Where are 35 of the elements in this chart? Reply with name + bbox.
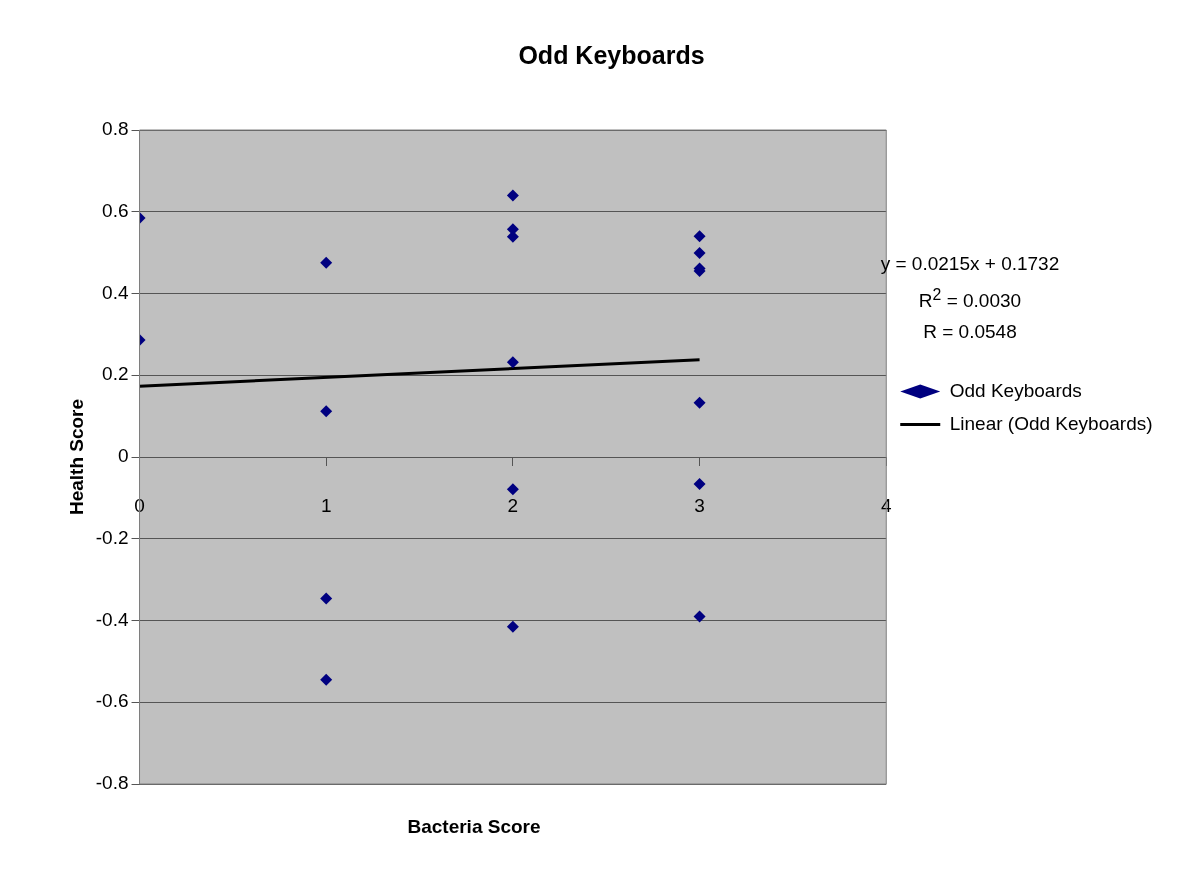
x-tick-label: 2 xyxy=(507,494,519,516)
text: R$^{2}$ = 0.0030 xyxy=(917,285,1023,314)
y-axis-title: Health Score xyxy=(65,398,87,516)
point xyxy=(693,396,706,409)
point xyxy=(693,477,706,490)
text: R = 0.0548 xyxy=(922,320,1018,345)
y-tick-label: -0.4 xyxy=(95,608,129,630)
point xyxy=(320,256,333,269)
y-tick-label: -0.6 xyxy=(95,690,129,712)
y-tick-label: 0.6 xyxy=(102,199,129,221)
point xyxy=(320,405,333,418)
y-tick-label: 0.2 xyxy=(102,363,129,385)
point xyxy=(506,189,519,202)
point xyxy=(320,673,333,686)
x-tick-label: 0 xyxy=(134,494,145,516)
x-tick-label: 4 xyxy=(880,494,892,516)
point xyxy=(506,356,519,369)
annotation: y = 0.0215x + 0.1732 xyxy=(879,252,1061,276)
point xyxy=(506,620,519,633)
y-tick-label: 0.8 xyxy=(102,118,129,140)
point xyxy=(693,230,706,243)
point xyxy=(320,592,333,605)
y-tick-label: -0.2 xyxy=(95,526,129,548)
x-tick-label: 1 xyxy=(320,494,332,516)
y-tick-label: -0.8 xyxy=(95,772,129,794)
y-tick-label: 0.4 xyxy=(102,281,129,303)
point xyxy=(693,247,706,260)
y-tick-label: 0 xyxy=(117,445,129,467)
chart-title: Odd Keyboards xyxy=(518,40,705,69)
x-axis-title: Bacteria Score xyxy=(406,816,542,838)
legend-label: Odd Keyboards xyxy=(949,379,1082,401)
x-tick-label: 3 xyxy=(694,494,705,516)
point xyxy=(693,610,706,623)
legend-label: Linear (Odd Keyboards) xyxy=(949,412,1153,434)
point xyxy=(506,483,519,496)
